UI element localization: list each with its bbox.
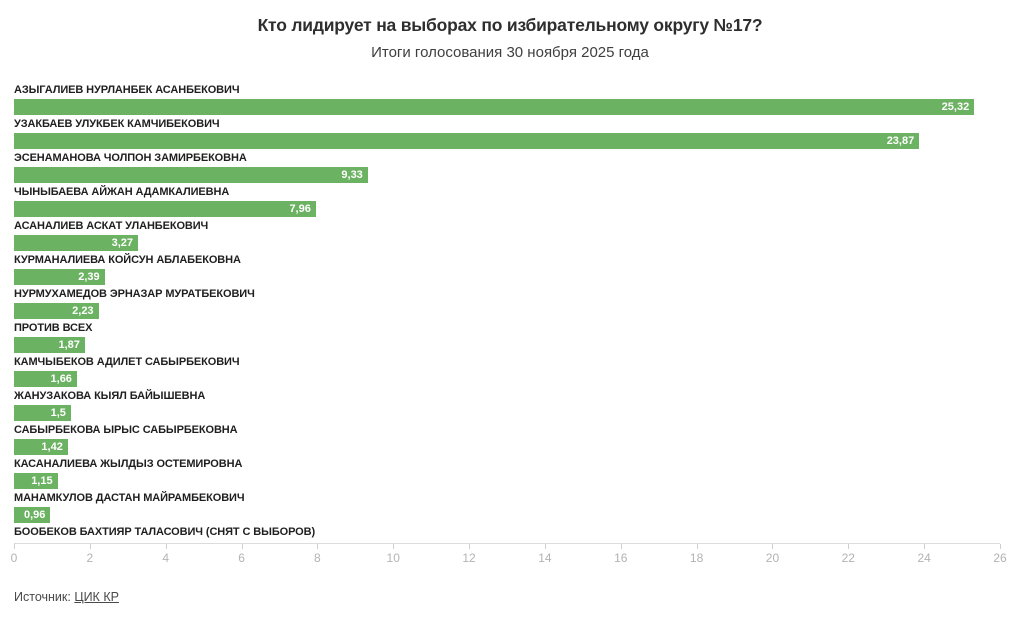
tick-label: 4 [162, 551, 170, 565]
bar-value-label: 7,96 [289, 203, 311, 215]
bar-value-label: 25,32 [941, 101, 970, 113]
bar: 1,42 [14, 439, 68, 455]
bar: 1,66 [14, 371, 77, 387]
chart-subtitle: Итоги голосования 30 ноября 2025 года [371, 44, 649, 61]
candidate-label: ЖАНУЗАКОВА КЫЯЛ БАЙЫШЕВНА [14, 390, 206, 402]
tick-mark [469, 544, 471, 549]
bar: 1,87 [14, 337, 85, 353]
tick-label: 24 [917, 551, 931, 565]
bar-value-label: 1,42 [41, 441, 63, 453]
bar-row: КУРМАНАЛИЕВА КОЙСУН АБЛАБЕКОВНА 2,39 [14, 254, 1000, 285]
source-note: Источник: ЦИК КР [14, 590, 119, 604]
bar-value-label: 1,5 [50, 407, 66, 419]
bar-row: АСАНАЛИЕВ АСКАТ УЛАНБЕКОВИЧ 3,27 [14, 220, 1000, 251]
candidate-label: МАНАМКУЛОВ ДАСТАН МАЙРАМБЕКОВИЧ [14, 492, 245, 504]
tick-mark [544, 544, 546, 549]
tick-mark [1000, 544, 1001, 549]
bar: 23,87 [14, 133, 920, 149]
bar-row: КАСАНАЛИЕВА ЖЫЛДЫЗ ОСТЕМИРОВНА 1,15 [14, 458, 1000, 489]
tick-label: 6 [238, 551, 245, 565]
tick-label: 18 [689, 551, 704, 565]
chart-title: Кто лидирует на выборах по избирательном… [257, 15, 763, 35]
bar-value-label: 1,15 [31, 475, 53, 487]
candidate-label: САБЫРБЕКОВА ЫРЫС САБЫРБЕКОВНА [14, 424, 238, 436]
bar-value-label: 2,39 [78, 271, 100, 283]
bar-row: ПРОТИВ ВСЕХ 1,87 [14, 322, 1000, 353]
chart-header: Кто лидирует на выборах по избирательном… [0, 0, 1020, 63]
tick-label: 0 [10, 551, 18, 565]
bar-row: КАМЧЫБЕКОВ АДИЛЕТ САБЫРБЕКОВИЧ 1,66 [14, 356, 1000, 387]
bar-row: АЗЫГАЛИЕВ НУРЛАНБЕК АСАНБЕКОВИЧ 25,32 [14, 84, 1000, 115]
tick-mark [924, 544, 926, 549]
tick-mark [14, 544, 15, 549]
tick-mark [772, 544, 774, 549]
tick-label: 22 [841, 551, 855, 565]
tick-label: 20 [765, 551, 780, 565]
bar-row: ЭСЕНАМАНОВА ЧОЛПОН ЗАМИРБЕКОВНА 9,33 [14, 152, 1000, 183]
tick-label: 8 [314, 551, 321, 565]
tick-mark [317, 544, 319, 549]
candidate-label: КУРМАНАЛИЕВА КОЙСУН АБЛАБЕКОВНА [14, 254, 241, 266]
bar-row: ЖАНУЗАКОВА КЫЯЛ БАЙЫШЕВНА 1,5 [14, 390, 1000, 421]
bar-value-label: 2,23 [72, 305, 94, 317]
tick-mark [165, 544, 167, 549]
bar-row: ЧЫНЫБАЕВА АЙЖАН АДАМКАЛИЕВНА 7,96 [14, 186, 1000, 217]
candidate-label: ПРОТИВ ВСЕХ [14, 322, 93, 334]
x-axis: 0 2 4 6 8 10 12 14 16 18 20 22 24 26 [10, 543, 1007, 569]
bar-row: УЗАКБАЕВ УЛУКБЕК КАМЧИБЕКОВИЧ 23,87 [14, 118, 1000, 149]
bar: 1,5 [14, 405, 71, 421]
bar-row: МАНАМКУЛОВ ДАСТАН МАЙРАМБЕКОВИЧ 0,96 [14, 492, 1000, 523]
tick-label: 16 [614, 551, 628, 565]
bar: 2,39 [14, 269, 105, 285]
tick-mark [620, 544, 622, 549]
bar: 25,32 [14, 99, 975, 115]
bar: 0,96 [14, 507, 51, 523]
tick-label: 14 [538, 551, 552, 565]
tick-mark [241, 544, 243, 549]
candidate-label: КАМЧЫБЕКОВ АДИЛЕТ САБЫРБЕКОВИЧ [14, 356, 240, 368]
bar-value-label: 0,96 [23, 509, 46, 521]
candidate-label: БООБЕКОВ БАХТИЯР ТАЛАСОВИЧ (снят с выбор… [14, 526, 316, 538]
bar: 2,23 [14, 303, 99, 319]
candidate-label: НУРМУХАМЕДОВ ЭРНАЗАР МУРАТБЕКОВИЧ [14, 288, 255, 300]
bar: 3,27 [14, 235, 138, 251]
source-label: Источник: [14, 590, 71, 604]
tick-mark [393, 544, 395, 549]
bar-value-label: 9,33 [341, 169, 363, 181]
tick-label: 2 [86, 551, 94, 565]
bar-row: НУРМУХАМЕДОВ ЭРНАЗАР МУРАТБЕКОВИЧ 2,23 [14, 288, 1000, 319]
bar: 9,33 [14, 167, 368, 183]
bar: 7,96 [14, 201, 316, 217]
bar-value-label: 1,66 [50, 373, 72, 385]
bar: 1,15 [14, 473, 58, 489]
bar-value-label: 23,87 [886, 135, 915, 147]
tick-label: 26 [993, 551, 1007, 565]
tick-label: 12 [462, 551, 476, 565]
candidate-label: ЭСЕНАМАНОВА ЧОЛПОН ЗАМИРБЕКОВНА [14, 152, 247, 164]
candidate-label: КАСАНАЛИЕВА ЖЫЛДЫЗ ОСТЕМИРОВНА [14, 458, 243, 470]
bar-value-label: 3,27 [111, 237, 133, 249]
tick-mark [89, 544, 91, 549]
bar-value-label: 1,87 [58, 339, 80, 351]
candidate-label: АЗЫГАЛИЕВ НУРЛАНБЕК АСАНБЕКОВИЧ [14, 84, 240, 96]
tick-label: 10 [386, 551, 400, 565]
candidate-label: ЧЫНЫБАЕВА АЙЖАН АДАМКАЛИЕВНА [14, 186, 230, 198]
bar-row: БООБЕКОВ БАХТИЯР ТАЛАСОВИЧ (снят с выбор… [14, 526, 1000, 539]
candidate-label: УЗАКБАЕВ УЛУКБЕК КАМЧИБЕКОВИЧ [14, 118, 220, 130]
bar-row: САБЫРБЕКОВА ЫРЫС САБЫРБЕКОВНА 1,42 [14, 424, 1000, 455]
tick-mark [848, 544, 850, 549]
source-link[interactable]: ЦИК КР [74, 590, 119, 604]
candidate-label: АСАНАЛИЕВ АСКАТ УЛАНБЕКОВИЧ [14, 220, 209, 232]
tick-mark [696, 544, 698, 549]
bar-chart: АЗЫГАЛИЕВ НУРЛАНБЕК АСАНБЕКОВИЧ 25,32 УЗАК… [14, 84, 1000, 539]
